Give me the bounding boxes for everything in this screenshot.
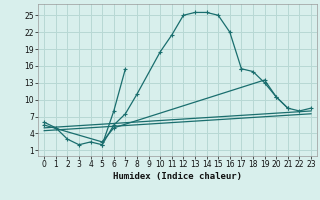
X-axis label: Humidex (Indice chaleur): Humidex (Indice chaleur) <box>113 172 242 181</box>
